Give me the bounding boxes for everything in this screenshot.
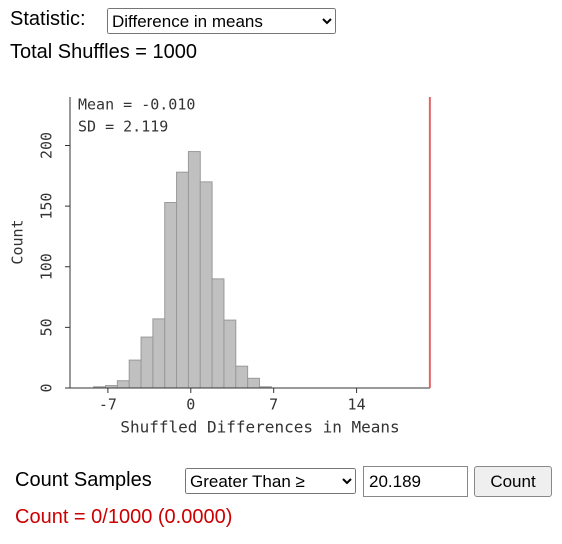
direction-select[interactable]: Greater Than ≥ [185,468,356,494]
count-samples-label: Count Samples [15,469,152,491]
statistic-label: Statistic: [10,8,86,30]
total-shuffles: Total Shuffles = 1000 [10,41,197,63]
statistic-select[interactable]: Difference in means [107,8,336,34]
bar [235,365,249,389]
x-tick-label: 14 [348,396,366,414]
x-tick-label: -7 [99,396,117,414]
x-tick-label: 7 [269,396,278,414]
bar [140,336,154,389]
bar [116,380,130,389]
bar [223,319,237,389]
y-tick-label: 200 [38,132,56,159]
bar [176,171,189,389]
count-result: Count = 0/1000 (0.0000) [15,506,233,528]
threshold-input[interactable] [363,466,468,497]
count-button[interactable]: Count [474,466,552,497]
bar [199,181,213,389]
bar [247,377,260,389]
bar [187,151,201,389]
bar [152,318,166,389]
x-tick-label: 0 [186,396,195,414]
bar [211,278,225,389]
bar [164,201,178,389]
annotation: Mean = -0.010 [78,96,195,114]
y-axis-label: Count [9,219,27,264]
y-tick-label: 50 [38,318,56,336]
annotation: SD = 2.119 [78,118,168,136]
bar [128,359,142,389]
x-axis-label: Shuffled Differences in Means [120,418,399,437]
y-tick-label: 0 [38,383,56,392]
y-tick-label: 150 [38,193,56,220]
y-tick-label: 100 [38,253,56,280]
